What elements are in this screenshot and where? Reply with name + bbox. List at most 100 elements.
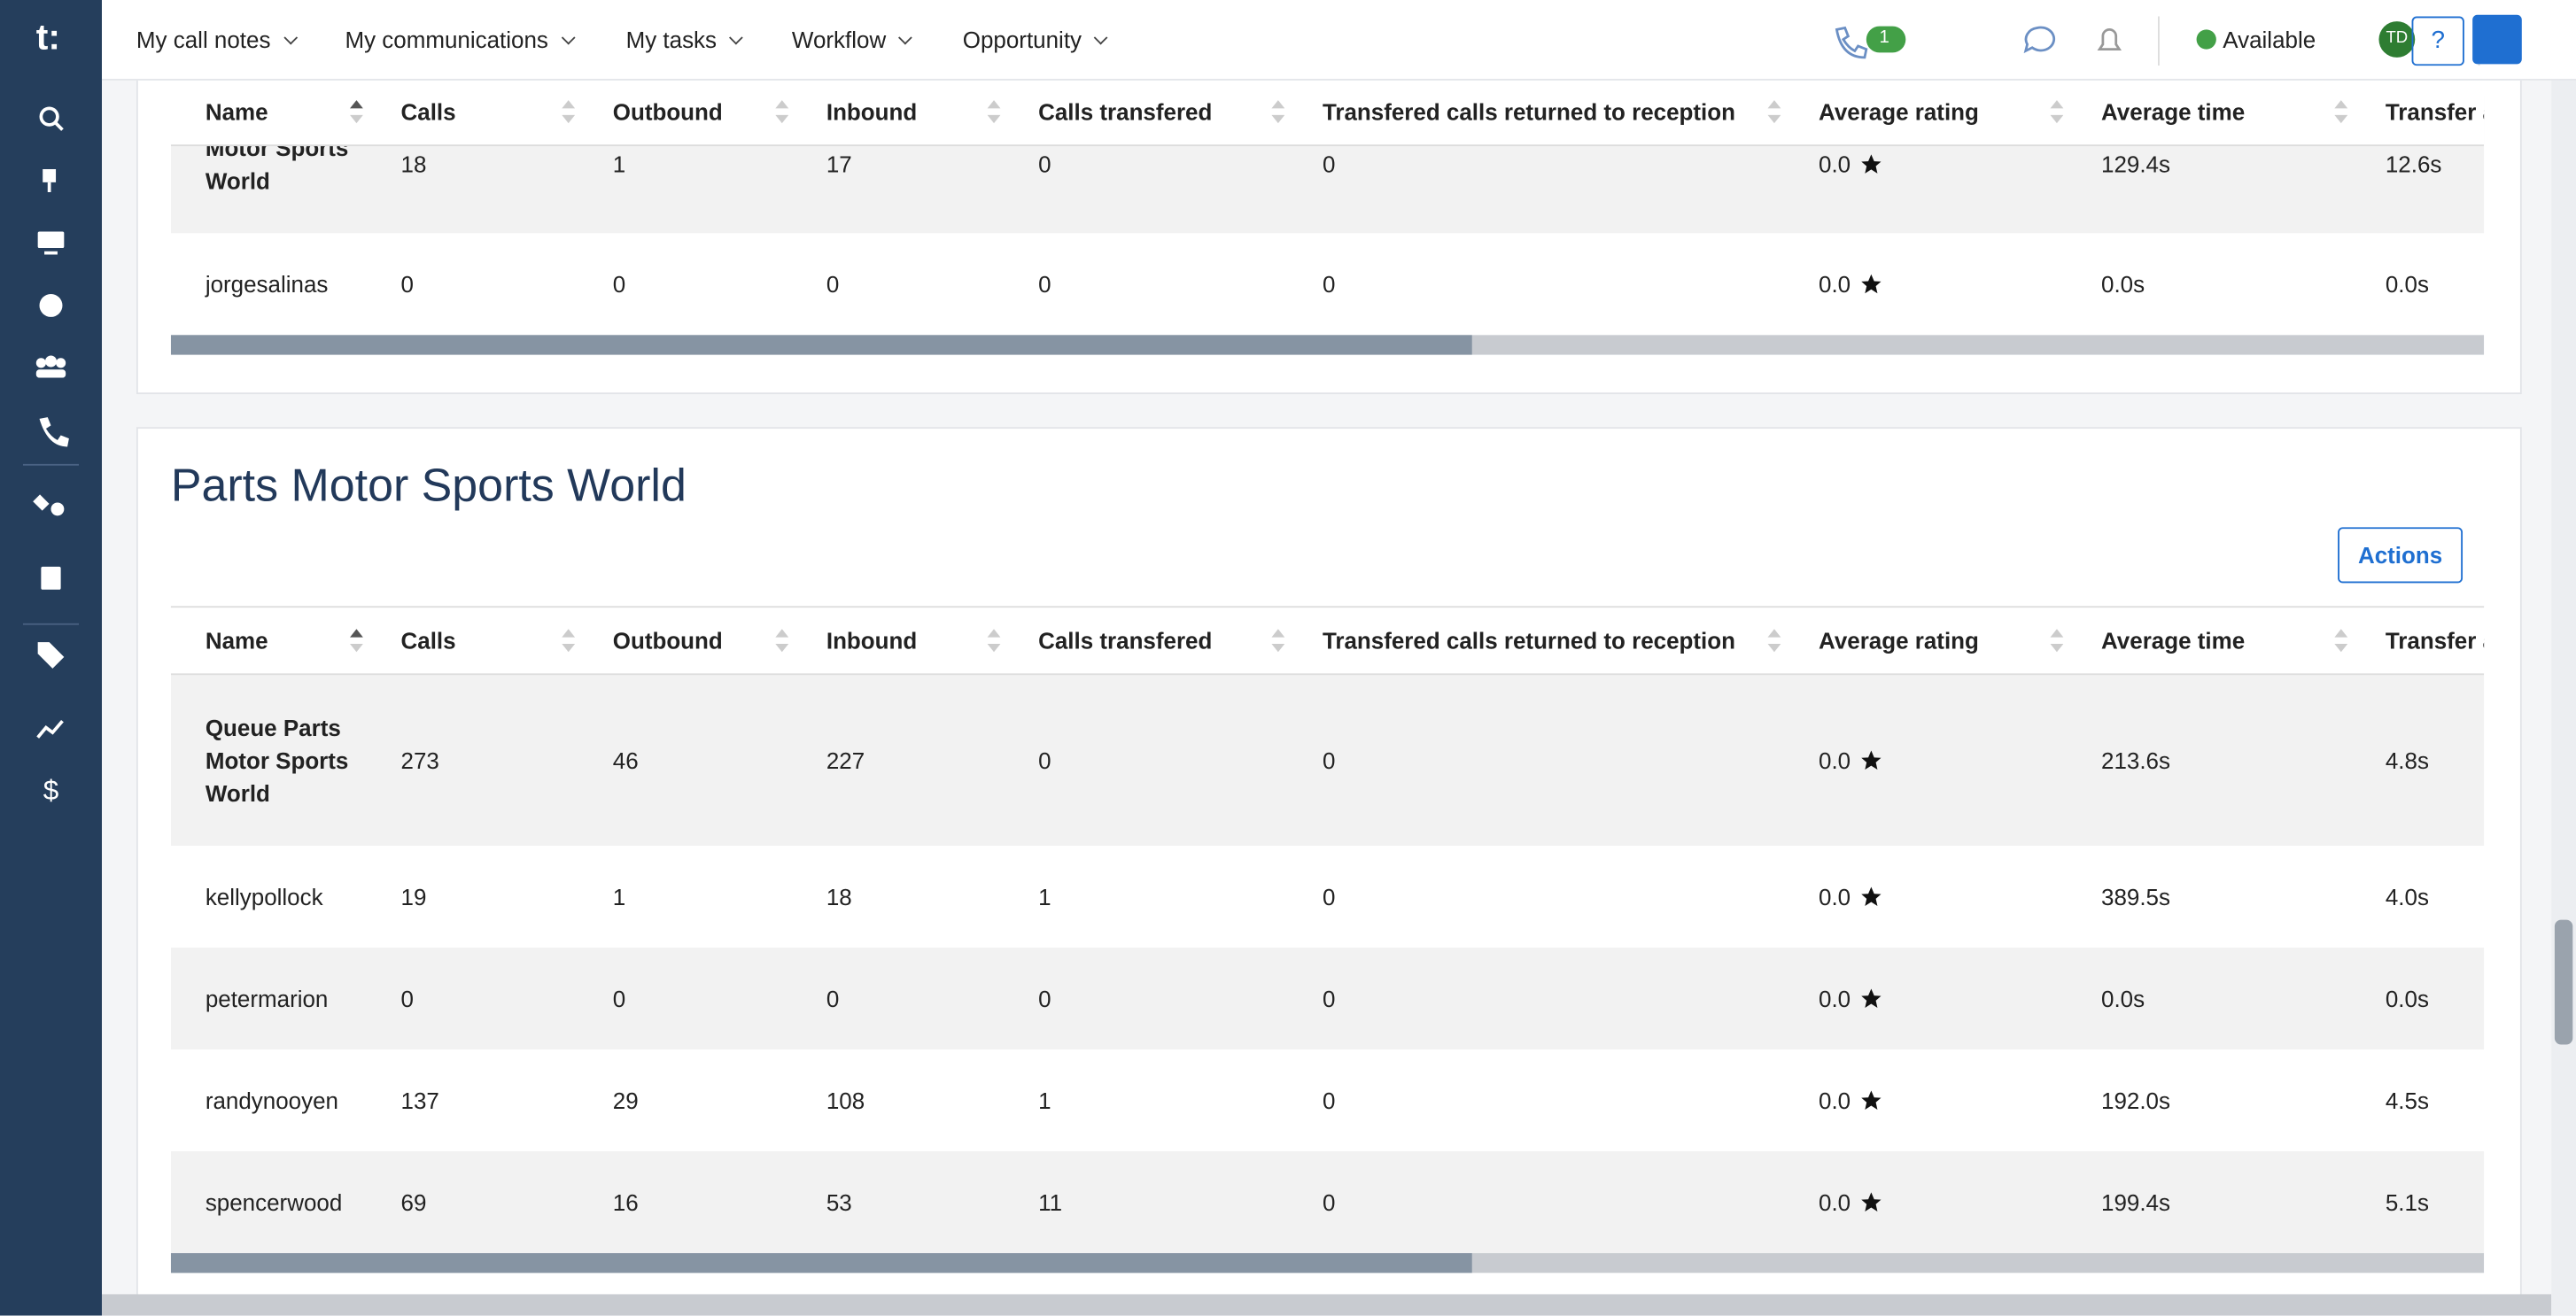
- page-scrollbar[interactable]: [102, 1294, 2551, 1315]
- column-header[interactable]: Calls transfered: [1038, 79, 1212, 144]
- menu-item[interactable]: My call notes: [136, 27, 295, 53]
- menu-item[interactable]: Opportunity: [963, 27, 1106, 53]
- cell-text: 19: [401, 884, 427, 910]
- sort-icon[interactable]: [1768, 98, 1781, 125]
- column-header[interactable]: Average time: [2101, 79, 2245, 144]
- column-header[interactable]: Inbound: [826, 79, 917, 144]
- column-header[interactable]: Transfered calls returned to reception: [1323, 608, 1735, 673]
- cell-text: 17: [826, 151, 852, 178]
- menu-item[interactable]: My communications: [345, 27, 572, 53]
- cell-text: 5.1s: [2386, 1189, 2429, 1216]
- column-header[interactable]: Calls: [401, 608, 456, 673]
- column-header[interactable]: Inbound: [826, 608, 917, 673]
- menu-item[interactable]: Workflow: [792, 27, 911, 53]
- cell-text: 0: [613, 986, 625, 1012]
- cell-text: spencerwood: [206, 1189, 342, 1216]
- cell-text: 129.4s: [2101, 151, 2170, 178]
- sort-icon[interactable]: [350, 627, 363, 654]
- cell-text: 18: [401, 151, 427, 178]
- table-cell: 0.0s: [2101, 948, 2145, 1049]
- column-header[interactable]: Name: [206, 79, 268, 144]
- sort-icon[interactable]: [775, 98, 788, 125]
- sort-icon[interactable]: [2051, 98, 2064, 125]
- star-icon: [1860, 987, 1883, 1010]
- table-cell: 0: [1323, 1049, 1335, 1151]
- cell-text: 192.0s: [2101, 1088, 2170, 1114]
- sort-icon[interactable]: [350, 98, 363, 125]
- cell-text: 0: [1323, 986, 1335, 1012]
- table-row: petermarion000000.00.0s0.0s: [171, 948, 2484, 1049]
- cell-text: 137: [401, 1088, 439, 1114]
- scrollbar-thumb[interactable]: [171, 335, 1472, 354]
- table-cell: 4.0s: [2386, 846, 2429, 948]
- column-header[interactable]: Transfer a: [2386, 608, 2484, 673]
- sidebar-icons[interactable]: $: [0, 90, 102, 813]
- cell-text: 0: [826, 986, 839, 1012]
- column-header[interactable]: Average rating: [1819, 608, 1979, 673]
- table-cell: 4.5s: [2386, 1049, 2429, 1151]
- table-header: Name Calls Outbound Inbound Calls transfered…: [171, 79, 2484, 146]
- table-cell: 1: [1038, 1049, 1051, 1151]
- sort-icon[interactable]: [988, 627, 1001, 654]
- column-header[interactable]: Outbound: [613, 79, 723, 144]
- cell-text: 0: [401, 986, 414, 1012]
- table-cell: 199.4s: [2101, 1151, 2170, 1253]
- sort-icon[interactable]: [562, 627, 575, 654]
- table-cell: 227: [826, 673, 865, 846]
- column-header[interactable]: Average rating: [1819, 79, 1979, 144]
- table-row: jorgesalinas000000.00.0s0.0s: [171, 233, 2484, 335]
- sort-icon[interactable]: [1271, 98, 1284, 125]
- cell-text: 0.0: [1819, 1088, 1851, 1114]
- cell-text: 0.0: [1819, 1189, 1851, 1216]
- cell-text: 0.0: [1819, 747, 1851, 773]
- cell-text: 0: [1323, 151, 1335, 178]
- column-header[interactable]: Transfered calls returned to reception: [1323, 79, 1735, 144]
- sort-icon[interactable]: [1768, 627, 1781, 654]
- table-cell: 0.0: [1819, 673, 1883, 846]
- sort-icon[interactable]: [988, 98, 1001, 125]
- cell-text: 1: [1038, 1088, 1051, 1114]
- sort-icon[interactable]: [2051, 627, 2064, 654]
- cell-text: 0: [401, 271, 414, 298]
- status[interactable]: Available: [2223, 27, 2316, 53]
- call-badge[interactable]: 1: [1876, 28, 1893, 48]
- column-header[interactable]: Name: [206, 608, 268, 673]
- sort-icon[interactable]: [562, 98, 575, 125]
- column-header[interactable]: Average time: [2101, 608, 2245, 673]
- table-cell: jorgesalinas: [206, 233, 357, 335]
- table-cell: 5.1s: [2386, 1151, 2429, 1253]
- sort-icon[interactable]: [1271, 627, 1284, 654]
- column-header[interactable]: Calls: [401, 79, 456, 144]
- cell-text: randynooyen: [206, 1088, 338, 1114]
- table-cell: 0: [1323, 846, 1335, 948]
- table-cell: randynooyen: [206, 1049, 357, 1151]
- vertical-scrollbar[interactable]: [2551, 79, 2576, 1316]
- table: Name Calls Outbound Inbound Calls transfered…: [171, 606, 2484, 1274]
- sort-icon[interactable]: [775, 627, 788, 654]
- actions-button[interactable]: Actions: [2338, 527, 2463, 583]
- table-row: randynooyen 137 29 108 1 0 0.0 192.0s 4.5s: [171, 1049, 2484, 1151]
- cell-text: 1: [613, 151, 625, 178]
- avatar[interactable]: TD: [2378, 29, 2415, 47]
- column-header[interactable]: Outbound: [613, 608, 723, 673]
- help-button[interactable]: ?: [2412, 17, 2464, 66]
- cell-text: 0: [1038, 271, 1051, 298]
- menu-item[interactable]: My tasks: [626, 27, 741, 53]
- sort-icon[interactable]: [2334, 627, 2347, 654]
- table-cell: 0: [1323, 1151, 1335, 1253]
- scrollbar-thumb[interactable]: [171, 1253, 1472, 1273]
- column-header[interactable]: Transfer a: [2386, 79, 2484, 144]
- table-cell: 0.0s: [2386, 233, 2429, 335]
- table-cell: 1: [1038, 846, 1051, 948]
- cell-text: 29: [613, 1088, 639, 1114]
- star-icon: [1860, 152, 1883, 175]
- chat-button[interactable]: [2472, 15, 2522, 65]
- sort-icon[interactable]: [2334, 98, 2347, 125]
- table-cell: 192.0s: [2101, 1049, 2170, 1151]
- cell-text: 0: [613, 271, 625, 298]
- column-header[interactable]: Calls transfered: [1038, 608, 1212, 673]
- table-cell: 0: [1038, 948, 1051, 1049]
- cell-text: 4.0s: [2386, 884, 2429, 910]
- table-cell: 108: [826, 1049, 865, 1151]
- table-cell: 0: [1038, 233, 1051, 335]
